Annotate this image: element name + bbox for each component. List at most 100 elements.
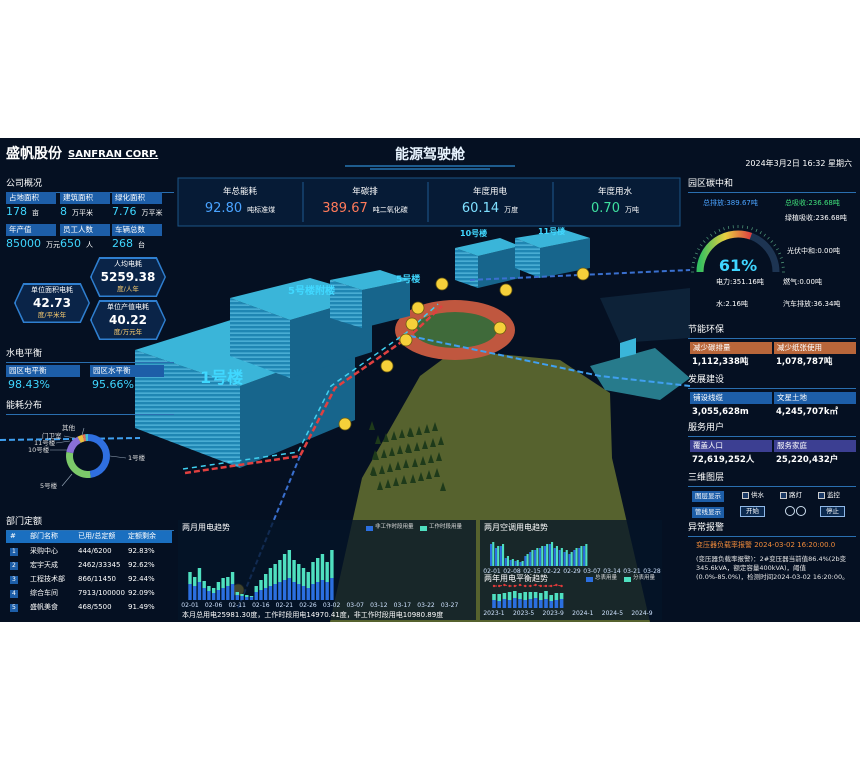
- bar: [211, 588, 216, 593]
- markers: [231, 267, 590, 597]
- checkbox[interactable]: [818, 492, 825, 499]
- brand-en: SANFRAN CORP.: [68, 149, 159, 160]
- bar: [539, 593, 543, 600]
- item: 650 人: [60, 238, 93, 249]
- bar: [524, 556, 527, 566]
- layer-label: 图层显示: [692, 491, 724, 502]
- indicator: [90, 300, 166, 340]
- item-unit: 万元: [46, 241, 60, 249]
- dashboard: 盛帆股份 SANFRAN CORP. 能源驾驶舱 2024年3月2日 16:32 星期…: [0, 138, 860, 622]
- building-face: [362, 280, 410, 328]
- bar: [504, 558, 507, 566]
- bar: [235, 592, 239, 595]
- legend-label: 分表用量: [633, 575, 656, 581]
- x-tick-label: 2023-1: [483, 610, 505, 617]
- bar: [560, 548, 563, 566]
- gauge-tick: [773, 244, 777, 247]
- bar: [558, 550, 561, 566]
- tree: [372, 450, 378, 459]
- pie-label: 1号楼: [128, 454, 146, 462]
- x-tick-label: 2023-9: [542, 610, 564, 617]
- layer-option[interactable]: 路灯: [789, 491, 802, 499]
- bar: [533, 592, 538, 598]
- tree: [416, 426, 422, 435]
- bar: [585, 544, 588, 566]
- gauge-tick: [706, 236, 709, 240]
- layer-option[interactable]: 供水: [751, 491, 764, 499]
- kpi-unit: 万吨: [624, 206, 639, 214]
- stat-value: 72,619,252人: [692, 455, 755, 465]
- gauge-tick: [759, 231, 762, 235]
- building-label: 10号楼: [460, 229, 488, 238]
- bar: [230, 584, 235, 600]
- bar: [551, 542, 554, 566]
- item-value: 8: [60, 205, 67, 218]
- bar: [554, 600, 559, 608]
- bar: [249, 596, 254, 597]
- bar: [216, 590, 221, 600]
- checkbox[interactable]: [742, 492, 749, 499]
- table-header: 部门名称: [30, 532, 58, 540]
- bar: [526, 554, 529, 566]
- carbon-power: 电力:351.16吨: [716, 278, 764, 286]
- bar: [226, 577, 230, 586]
- bar: [573, 550, 576, 566]
- field: [413, 312, 497, 348]
- tree: [379, 465, 385, 474]
- bar: [282, 580, 287, 600]
- pie-label: 其他: [62, 424, 75, 432]
- building-face: [515, 238, 540, 278]
- kpi: 389.67 吨二氧化碳: [322, 202, 408, 215]
- pie-slice: [77, 434, 85, 443]
- kpi-unit: 吨二氧化碳: [372, 206, 408, 214]
- tree: [440, 482, 446, 491]
- indicator-label: 单位产值电耗: [107, 303, 149, 311]
- leader-line: [61, 473, 73, 487]
- stat-label: 服务家庭: [774, 440, 856, 452]
- bar: [330, 550, 334, 578]
- checkbox[interactable]: [780, 492, 787, 499]
- start-button[interactable]: 开始: [740, 506, 765, 518]
- item: 85000 万元: [6, 238, 60, 249]
- item: 178 亩: [6, 206, 39, 217]
- bar: [268, 586, 273, 600]
- bar: [553, 548, 556, 566]
- gauge-tick: [778, 252, 782, 255]
- indicator-label: 人均电耗: [114, 260, 142, 268]
- bar: [559, 593, 564, 599]
- road: [0, 335, 691, 441]
- bar: [226, 586, 230, 600]
- tree: [420, 456, 426, 465]
- bar: [529, 552, 532, 566]
- bar: [297, 584, 301, 600]
- building-face: [330, 280, 362, 328]
- item-value: 178: [6, 205, 27, 218]
- legend-swatch: [366, 526, 373, 531]
- tree: [434, 468, 440, 477]
- item-unit: 人: [86, 241, 93, 249]
- tree: [430, 438, 436, 447]
- layer-option[interactable]: 监控: [827, 491, 840, 499]
- bar: [221, 588, 225, 600]
- tree: [438, 436, 444, 445]
- bar: [301, 586, 306, 600]
- x-tick-label: 03-27: [440, 602, 459, 609]
- stat-value: 1,078,787吨: [776, 357, 833, 367]
- gauge-tick: [727, 225, 730, 230]
- gauge-tick: [767, 236, 770, 240]
- x-tick-label: 03-12: [370, 602, 388, 609]
- x-tick-label: 02-15: [523, 568, 541, 575]
- bar: [311, 584, 315, 600]
- bar: [528, 592, 533, 599]
- leader-line: [55, 440, 71, 444]
- pie-slice: [88, 434, 111, 478]
- table-cell: 4: [10, 590, 18, 598]
- pie-label: 11号楼: [34, 439, 56, 447]
- balance-label: 园区水平衡: [90, 365, 164, 377]
- kpi: 92.80 吨标准煤: [205, 202, 275, 215]
- tree: [405, 443, 411, 452]
- legend-swatch: [586, 577, 593, 582]
- table-cell: 1: [10, 548, 18, 556]
- stop-button[interactable]: 停止: [820, 506, 845, 518]
- building-small: [620, 338, 636, 358]
